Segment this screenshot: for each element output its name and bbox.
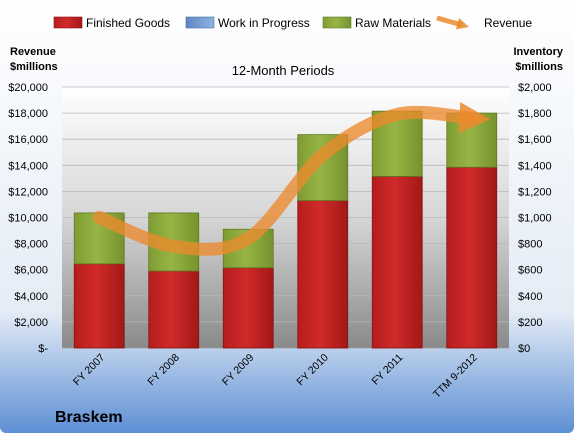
legend-label-work-in-progress: Work in Progress <box>218 16 310 30</box>
legend-swatch-raw-materials <box>322 16 352 29</box>
right-tick-label: $800 <box>518 239 542 251</box>
legend-swatch-work-in-progress <box>185 16 215 29</box>
right-tick-label: $0 <box>518 343 530 355</box>
right-tick-label: $1,400 <box>518 160 552 172</box>
left-axis-ticks: $- $2,000 $4,000 $6,000 $8,000 $10,000 $12,000… <box>8 82 48 355</box>
left-tick-label: $- <box>38 343 48 355</box>
bars <box>73 110 498 349</box>
bar-finished-goods <box>73 263 125 349</box>
right-tick-label: $400 <box>518 291 542 303</box>
right-axis-ticks: $0 $200 $400 $600 $800 $1,000 $1,200 $1,400 $1,6… <box>518 82 552 355</box>
left-tick-label: $18,000 <box>8 108 48 120</box>
left-tick-label: $14,000 <box>8 160 48 172</box>
left-tick-label: $20,000 <box>8 82 48 94</box>
right-axis-title-line1: Inventory <box>513 46 563 58</box>
right-tick-label: $1,800 <box>518 108 552 120</box>
legend: Finished Goods Work in Progress Raw Mate… <box>53 15 532 30</box>
right-tick-label: $600 <box>518 265 542 277</box>
right-tick-label: $2,000 <box>518 82 552 94</box>
legend-label-raw-materials: Raw Materials <box>355 16 431 30</box>
revenue-line-path <box>92 102 491 256</box>
left-tick-label: $2,000 <box>14 317 48 329</box>
left-tick-label: $8,000 <box>14 239 48 251</box>
left-axis-title-line1: Revenue <box>10 46 56 58</box>
left-tick-label: $6,000 <box>14 265 48 277</box>
left-tick-label: $16,000 <box>8 134 48 146</box>
legend-item-work-in-progress: Work in Progress <box>185 16 310 30</box>
right-tick-label: $200 <box>518 317 542 329</box>
bar-finished-goods <box>222 267 274 349</box>
legend-label-finished-goods: Finished Goods <box>86 16 170 30</box>
left-tick-label: $4,000 <box>14 291 48 303</box>
left-tick-label: $10,000 <box>8 213 48 225</box>
legend-item-revenue: Revenue <box>436 15 532 30</box>
bar-finished-goods <box>446 166 498 349</box>
left-tick-label: $12,000 <box>8 186 48 198</box>
legend-arrow-revenue <box>436 15 469 30</box>
left-axis-title-line2: $millions <box>10 61 58 73</box>
bar-finished-goods <box>371 175 423 349</box>
bar-finished-goods <box>297 200 349 349</box>
right-tick-label: $1,000 <box>518 213 552 225</box>
right-axis-title-line2: $millions <box>515 61 563 73</box>
right-tick-label: $1,200 <box>518 186 552 198</box>
legend-item-raw-materials: Raw Materials <box>322 16 431 30</box>
right-tick-label: $1,600 <box>518 134 552 146</box>
revenue-line <box>92 102 491 256</box>
bar-finished-goods <box>148 270 200 349</box>
legend-swatch-finished-goods <box>53 16 83 29</box>
legend-label-revenue: Revenue <box>484 16 532 30</box>
company-name: Braskem <box>55 409 123 426</box>
legend-item-finished-goods: Finished Goods <box>53 16 170 30</box>
chart-title: 12-Month Periods <box>232 63 335 78</box>
